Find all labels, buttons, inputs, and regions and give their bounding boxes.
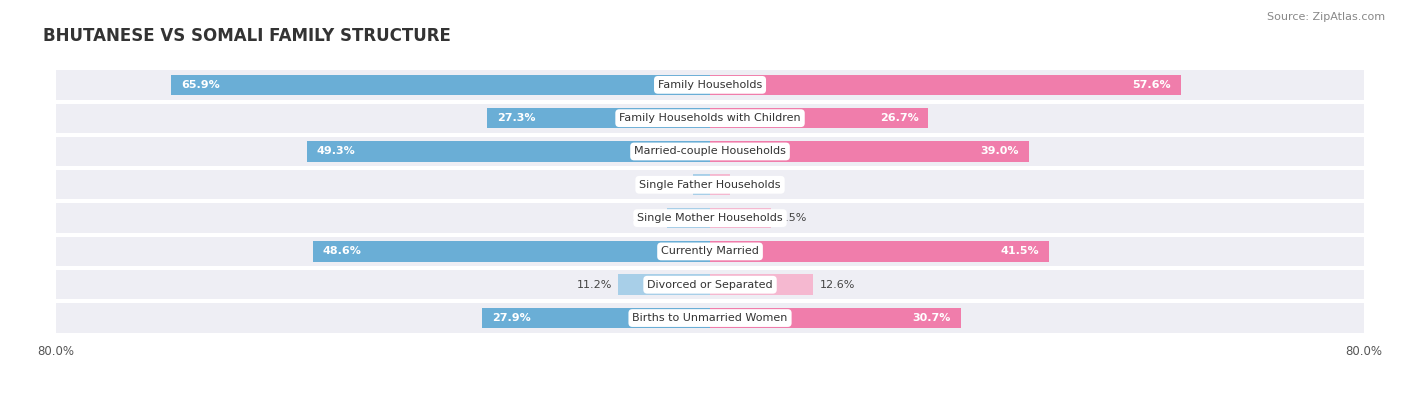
- Bar: [710, 208, 772, 228]
- Bar: [56, 203, 1364, 233]
- Text: Births to Unmarried Women: Births to Unmarried Women: [633, 313, 787, 323]
- Bar: [56, 70, 1364, 100]
- Text: 41.5%: 41.5%: [1001, 246, 1039, 256]
- Bar: [710, 175, 731, 195]
- Bar: [482, 308, 710, 328]
- Text: 30.7%: 30.7%: [912, 313, 950, 323]
- Text: Divorced or Separated: Divorced or Separated: [647, 280, 773, 290]
- Text: 65.9%: 65.9%: [181, 80, 219, 90]
- Bar: [56, 270, 1364, 299]
- Text: 48.6%: 48.6%: [322, 246, 361, 256]
- Bar: [666, 208, 710, 228]
- Bar: [307, 141, 710, 162]
- Bar: [710, 275, 813, 295]
- Bar: [56, 103, 1364, 133]
- Text: 7.5%: 7.5%: [778, 213, 806, 223]
- Bar: [56, 303, 1364, 333]
- Bar: [619, 275, 710, 295]
- Bar: [693, 175, 710, 195]
- Bar: [710, 241, 1049, 262]
- Text: Single Father Households: Single Father Households: [640, 180, 780, 190]
- Text: 49.3%: 49.3%: [316, 147, 356, 156]
- Text: Source: ZipAtlas.com: Source: ZipAtlas.com: [1267, 12, 1385, 22]
- Text: 11.2%: 11.2%: [576, 280, 612, 290]
- Text: 27.3%: 27.3%: [496, 113, 536, 123]
- Text: 12.6%: 12.6%: [820, 280, 855, 290]
- Bar: [710, 308, 960, 328]
- Bar: [710, 141, 1029, 162]
- Text: Single Mother Households: Single Mother Households: [637, 213, 783, 223]
- Text: 39.0%: 39.0%: [980, 147, 1019, 156]
- Bar: [710, 108, 928, 128]
- Text: Currently Married: Currently Married: [661, 246, 759, 256]
- Bar: [486, 108, 710, 128]
- Text: 26.7%: 26.7%: [880, 113, 918, 123]
- Bar: [56, 170, 1364, 199]
- Text: 5.3%: 5.3%: [631, 213, 661, 223]
- Bar: [56, 237, 1364, 266]
- Bar: [172, 75, 710, 95]
- Text: Family Households with Children: Family Households with Children: [619, 113, 801, 123]
- Text: 2.5%: 2.5%: [737, 180, 765, 190]
- Bar: [56, 137, 1364, 166]
- Text: 57.6%: 57.6%: [1132, 80, 1171, 90]
- Text: Married-couple Households: Married-couple Households: [634, 147, 786, 156]
- Text: 27.9%: 27.9%: [492, 313, 530, 323]
- Text: Family Households: Family Households: [658, 80, 762, 90]
- Bar: [314, 241, 710, 262]
- Text: 2.1%: 2.1%: [658, 180, 686, 190]
- Bar: [710, 75, 1181, 95]
- Text: BHUTANESE VS SOMALI FAMILY STRUCTURE: BHUTANESE VS SOMALI FAMILY STRUCTURE: [44, 27, 451, 45]
